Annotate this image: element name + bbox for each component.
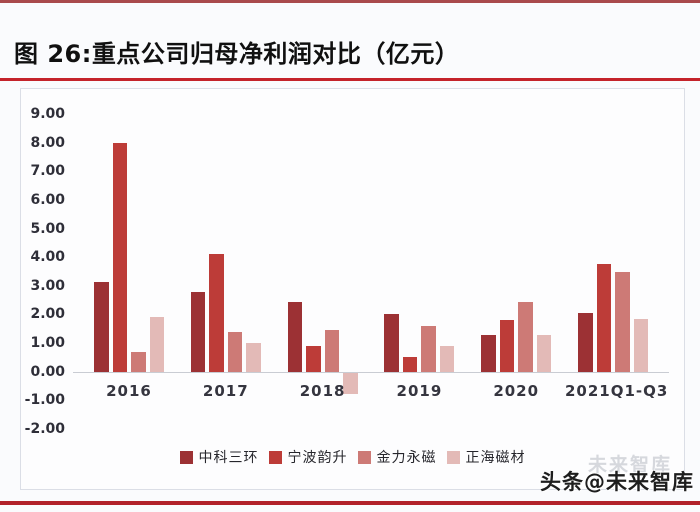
x-axis-label: 2017 [202, 381, 249, 400]
bar-2017-金力永磁 [227, 331, 243, 372]
watermark: 头条@未来智库 [540, 470, 694, 494]
bar-2019-正海磁材 [439, 345, 455, 372]
legend-label: 宁波韵升 [287, 450, 348, 466]
bar-2016-宁波韵升 [112, 142, 127, 372]
figure-title: 图 26:重点公司归母净利润对比（亿元） [14, 40, 460, 68]
legend-label: 正海磁材 [465, 450, 526, 466]
legend-item-金力永磁: 金力永磁 [357, 447, 437, 467]
y-axis-label: 1.00 [30, 335, 65, 352]
y-axis-label: 8.00 [30, 134, 65, 151]
legend-item-正海磁材: 正海磁材 [446, 447, 526, 467]
bar-2017-正海磁材 [246, 343, 261, 372]
bar-2016-金力永磁 [131, 351, 146, 372]
bar-2017-中科三环 [190, 291, 206, 372]
bar-2019-宁波韵升 [402, 357, 418, 372]
legend-item-宁波韵升: 宁波韵升 [268, 447, 348, 467]
x-axis-label: 2020 [493, 381, 540, 400]
legend-label: 中科三环 [198, 450, 259, 466]
plot-area: 2016 2017 2018 2019 2020 2021Q1-Q3 [73, 114, 669, 429]
top-red-rule [0, 0, 700, 3]
bar-2020-正海磁材 [536, 334, 552, 372]
bar-2017-宁波韵升 [209, 254, 224, 372]
legend-marker-icon [357, 450, 371, 464]
y-axis-label: 5.00 [30, 220, 65, 237]
bar-2021Q1-Q3-金力永磁 [615, 271, 630, 372]
x-axis-label: 2021Q1-Q3 [565, 381, 669, 400]
y-axis-label: 6.00 [30, 191, 65, 208]
bar-2016-中科三环 [94, 281, 109, 372]
chart-card: 9.00 8.00 7.00 6.00 5.00 4.00 3.00 2.00 1.00 0.00… [20, 88, 685, 490]
chart-legend: 中科三环 宁波韵升 金力永磁 正海磁材 [21, 447, 684, 467]
y-axis-label: -2.00 [24, 421, 65, 437]
legend-marker-icon [179, 450, 193, 464]
y-axis-label: 3.00 [30, 277, 65, 294]
y-axis-label: 4.00 [30, 249, 65, 266]
watermark-ghost: 未来智库 [587, 454, 672, 476]
y-axis: 9.00 8.00 7.00 6.00 5.00 4.00 3.00 2.00 1.00 0.00… [21, 106, 67, 437]
bar-2019-金力永磁 [421, 325, 436, 372]
x-axis-label: 2016 [106, 381, 152, 400]
bar-2021Q1-Q3-正海磁材 [633, 318, 648, 372]
bar-2020-宁波韵升 [499, 320, 515, 372]
bar-2016-正海磁材 [149, 317, 164, 372]
legend-item-中科三环: 中科三环 [179, 447, 259, 467]
bar-2018-正海磁材 [343, 372, 358, 395]
bar-2021Q1-Q3-宁波韵升 [596, 264, 611, 372]
x-axis-line [73, 371, 669, 373]
y-axis-label: 0.00 [30, 363, 65, 380]
legend-label: 金力永磁 [376, 450, 437, 466]
bottom-red-rule [0, 501, 700, 505]
y-axis-label: 9.00 [30, 106, 65, 122]
legend-marker-icon [446, 450, 460, 464]
y-axis-label: 2.00 [30, 306, 65, 323]
bar-2018-宁波韵升 [306, 345, 321, 372]
bar-2020-中科三环 [481, 334, 496, 372]
bar-2018-中科三环 [287, 301, 303, 372]
x-axis-label: 2018 [299, 381, 346, 400]
title-underline-rule [0, 78, 700, 81]
bar-2021Q1-Q3-中科三环 [578, 313, 593, 372]
y-axis-label: -1.00 [24, 392, 65, 409]
bar-2018-金力永磁 [324, 330, 340, 372]
bar-2019-中科三环 [384, 314, 399, 372]
y-axis-label: 7.00 [30, 163, 65, 180]
bar-2020-金力永磁 [518, 301, 533, 372]
legend-marker-icon [268, 450, 282, 464]
x-axis-label: 2019 [396, 381, 443, 400]
